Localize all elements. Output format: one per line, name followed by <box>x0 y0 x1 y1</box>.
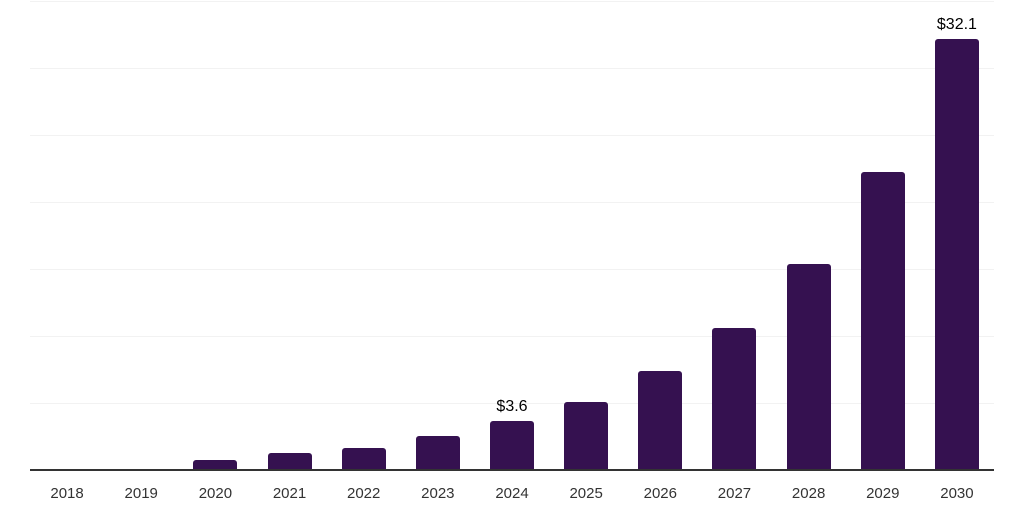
gridline-y-10 <box>30 336 994 337</box>
x-tick-label-2025: 2025 <box>569 485 603 502</box>
gridline-y-35 <box>30 1 994 2</box>
gridline-y-5 <box>30 403 994 404</box>
bar-2024 <box>490 420 534 469</box>
bar-2030 <box>934 38 979 469</box>
x-tick-label-2019: 2019 <box>124 485 158 502</box>
x-tick-label-2020: 2020 <box>198 485 233 502</box>
x-tick-label-2021: 2021 <box>272 485 307 502</box>
bar-2026 <box>638 371 683 469</box>
x-tick-label-2027: 2027 <box>717 485 752 502</box>
gridline-y-20 <box>30 202 994 203</box>
plot-area: $3.6 $32.1 <box>30 0 994 471</box>
x-tick-label-2023: 2023 <box>421 485 455 502</box>
gridline-y-30 <box>30 68 994 69</box>
x-tick-label-2029: 2029 <box>866 485 900 502</box>
bar-2023 <box>415 435 460 469</box>
data-label-2030: $32.1 <box>936 15 977 33</box>
bar-2028 <box>786 263 831 469</box>
bar-2025 <box>564 402 609 469</box>
bar-2027 <box>712 328 757 469</box>
x-tick-label-2026: 2026 <box>643 485 677 502</box>
x-tick-label-2028: 2028 <box>791 485 826 502</box>
x-tick-label-2022: 2022 <box>347 485 381 502</box>
bar-2020 <box>193 459 238 469</box>
bar-2029 <box>860 171 905 469</box>
gridline-y-25 <box>30 135 994 136</box>
gridline-y-15 <box>30 269 994 270</box>
x-tick-label-2018: 2018 <box>50 485 84 502</box>
bar-2021 <box>267 452 312 469</box>
bar-2022 <box>341 447 386 469</box>
x-axis-line <box>30 469 994 471</box>
x-tick-label-2030: 2030 <box>940 485 974 502</box>
x-tick-label-2024: 2024 <box>495 485 529 502</box>
data-label-2024: $3.6 <box>496 397 528 415</box>
